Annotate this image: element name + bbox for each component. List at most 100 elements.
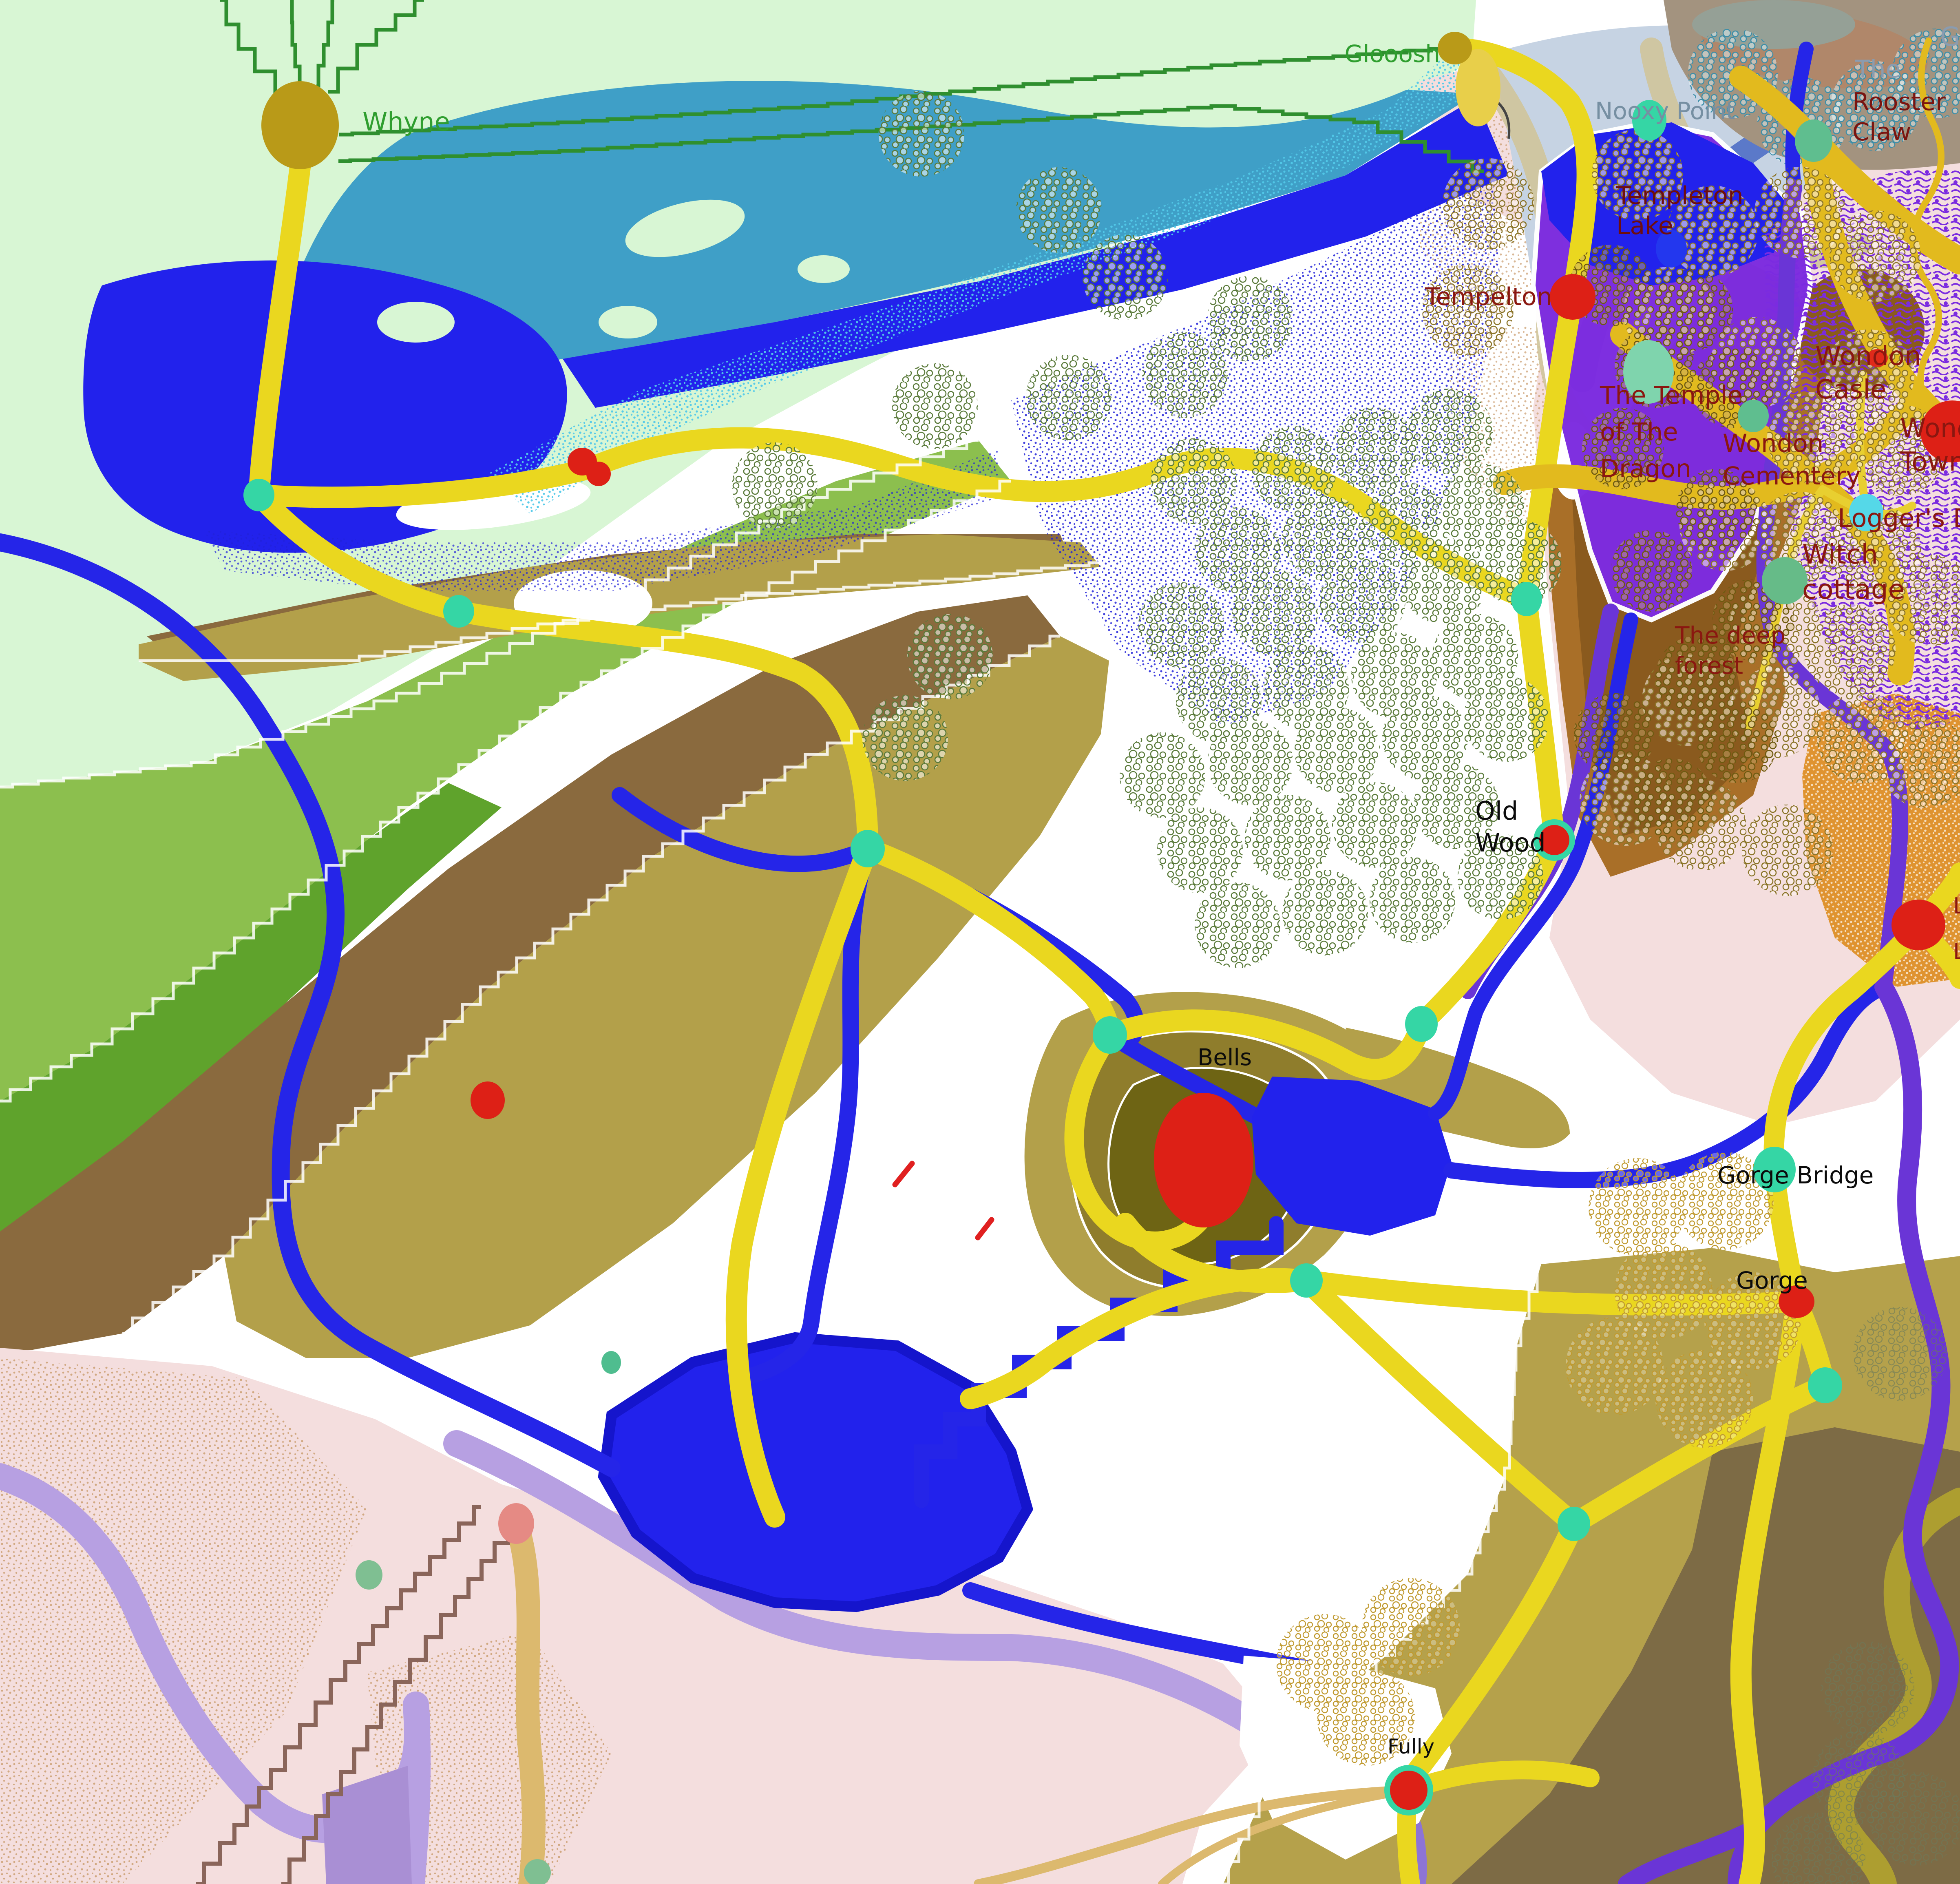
map-label-temple-dragon[interactable]: The Temple of The Dragon (1600, 381, 1743, 483)
map-label-loggers[interactable]: Logger's D (1838, 503, 1960, 533)
tree-cluster-green (907, 614, 993, 699)
map-label-line: The (1855, 55, 1901, 84)
rooster-dot[interactable] (1795, 119, 1832, 162)
tempelton-city[interactable] (1550, 274, 1595, 320)
gorge-bridge-dot[interactable] (1753, 1147, 1796, 1192)
map-label-glooosh[interactable]: Glooosh (1345, 40, 1441, 68)
map-label-line: Tempelton (1425, 283, 1552, 311)
map-label-wondon-town[interactable]: WondTown (1900, 414, 1960, 477)
junction-bells-s[interactable] (1290, 1263, 1323, 1298)
junction-bells-w[interactable] (1093, 1016, 1127, 1054)
map-label-line: Glooosh (1345, 40, 1441, 68)
bay-tree-cluster (1892, 29, 1960, 118)
witch-dot[interactable] (1762, 557, 1808, 604)
wondon-town-city[interactable] (1920, 400, 1960, 462)
fully-city[interactable] (1390, 1771, 1427, 1810)
map-label-wondon-casle[interactable]: Wondon Casle (1815, 341, 1921, 405)
tree-cluster-sienna (1655, 636, 1737, 718)
junction-oldwood-s[interactable] (1511, 582, 1542, 616)
pink-dot-small[interactable] (601, 1351, 621, 1374)
junction-fully-ne[interactable] (1558, 1507, 1590, 1541)
map-labels: Whyne Glooosh Nooxy Point The Rooster Claw Tem… (362, 22, 1960, 1758)
glooosh-town[interactable] (1438, 32, 1472, 64)
road (1763, 915, 1929, 1180)
road (448, 601, 878, 859)
bells-city[interactable] (1154, 1093, 1253, 1227)
map-label-whyne[interactable]: Whyne (362, 107, 450, 137)
road (1399, 1760, 1600, 1800)
midleft-mark[interactable] (471, 1081, 505, 1119)
road (1099, 1009, 1432, 1080)
sea-steelblue (261, 81, 1476, 400)
tree-cluster-faint (1853, 1307, 1947, 1401)
brown-hills-band (0, 595, 1060, 1350)
pink-dot-a[interactable] (356, 1560, 382, 1590)
map-label-witch-cottage[interactable]: Witch cottage (1802, 539, 1905, 605)
west-road-mark-b[interactable] (586, 462, 611, 486)
junction-ridge[interactable] (443, 595, 474, 628)
map-label-line: cottage (1802, 574, 1905, 605)
tree-cluster-sienna (1582, 408, 1664, 489)
map-label-line: Wood (1475, 828, 1546, 858)
road (248, 458, 598, 508)
map-label-line: Fully (1388, 1735, 1434, 1758)
loggers-dot[interactable] (1849, 494, 1883, 531)
old-wood-city[interactable] (1539, 825, 1569, 855)
map-label-edge-l1[interactable]: L (1953, 893, 1960, 919)
scrub-cluster-gold (1589, 1158, 1686, 1256)
tree-cluster-green (862, 695, 948, 781)
temple-dot[interactable] (1623, 340, 1674, 404)
scrub-cluster-gold (1615, 1242, 1713, 1340)
map-label-nooxy-point[interactable]: Nooxy Point (1595, 97, 1735, 125)
junction-bells-e[interactable] (1405, 1006, 1438, 1042)
junction-gorge-se[interactable] (1808, 1367, 1842, 1403)
map-label-old-wood[interactable]: Old Wood (1475, 796, 1546, 858)
tree-cluster-green (1245, 795, 1330, 880)
junction-west[interactable] (243, 479, 274, 511)
stepped-line (139, 561, 1101, 662)
tree-cluster-green (1320, 557, 1405, 643)
stepped-line (281, 1523, 515, 1884)
map-label-line: Wond (1900, 414, 1960, 444)
map-label-wondon-cementery[interactable]: Wondon Cementery (1723, 429, 1861, 491)
pink-dot-b[interactable] (524, 1859, 551, 1884)
junction-center[interactable] (851, 830, 885, 867)
gorge-city[interactable] (1779, 1285, 1814, 1318)
tree-cluster-faint (1869, 1772, 1960, 1866)
map-markers (243, 32, 1960, 1884)
south-lake-body (598, 1332, 1034, 1612)
map-label-rooster-the[interactable]: The (1855, 55, 1901, 84)
map-label-rooster-claw[interactable]: Rooster Claw (1852, 88, 1946, 146)
map-label-bells[interactable]: Bells (1198, 1044, 1252, 1071)
tree-cluster-olive (1443, 158, 1534, 250)
map-label-deep-forest[interactable]: The deep forest (1675, 621, 1785, 679)
tree-cluster-green (1295, 708, 1380, 793)
casle-mark[interactable] (1867, 349, 1888, 367)
map-label-templeton-lake[interactable]: Templeton Lake (1616, 181, 1743, 240)
whyne-town[interactable] (261, 81, 339, 169)
map-label-line: Cementery (1723, 462, 1861, 491)
map-label-edge-l2[interactable]: L (1953, 939, 1960, 964)
map-label-line: Old (1475, 796, 1518, 826)
map-label-fully[interactable]: Fully (1388, 1735, 1434, 1758)
map-label-edge-g[interactable]: G (1940, 22, 1960, 52)
tree-cluster-green (1251, 426, 1337, 512)
grass-dark-wedge (0, 783, 502, 1232)
tree-cluster-sienna (1574, 693, 1655, 775)
map-label-line: Logger's D (1838, 503, 1960, 533)
cementery-dot[interactable] (1738, 400, 1769, 432)
map-label-line: The Temple (1600, 381, 1743, 410)
tree-cluster-olive (1754, 167, 1846, 258)
map-label-gorge[interactable]: Gorge (1736, 1267, 1808, 1294)
tree-cluster-green (1207, 720, 1293, 805)
lake-dot[interactable] (1656, 230, 1687, 268)
tree-cluster-olive (1823, 329, 1914, 421)
east-edge-city[interactable] (1891, 900, 1945, 950)
scrub-cluster-gold (1676, 1152, 1774, 1250)
red-marks (892, 1161, 994, 1241)
nooxy-dot[interactable] (1632, 100, 1666, 141)
map-label-gorge-bridge[interactable]: Gorge Bridge (1717, 1161, 1874, 1189)
salmon-mark[interactable] (498, 1503, 534, 1544)
map-label-tempelton[interactable]: Tempelton (1425, 283, 1552, 311)
